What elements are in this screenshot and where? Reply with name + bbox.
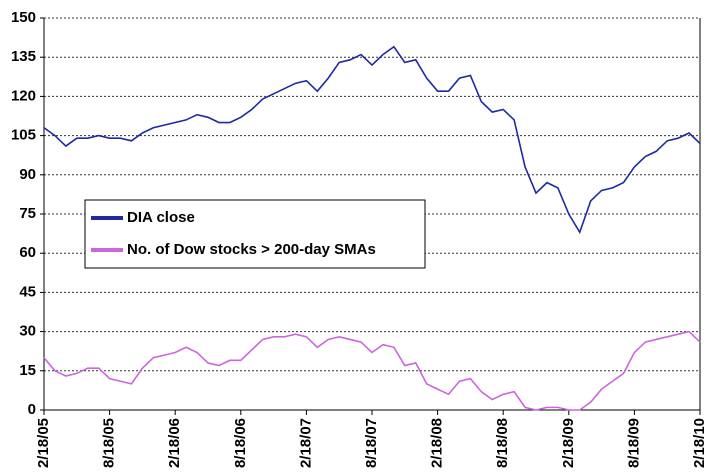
x-tick-label: 2/18/09 — [560, 418, 577, 468]
x-tick-label: 8/18/08 — [494, 418, 511, 468]
x-tick-label: 8/18/05 — [101, 418, 118, 468]
y-tick-label: 45 — [19, 283, 36, 300]
series-line — [43, 45, 701, 235]
y-tick-label: 60 — [19, 244, 36, 261]
x-tick-label: 8/18/09 — [625, 418, 642, 468]
y-tick-label: 135 — [11, 48, 36, 65]
y-tick-label: 105 — [11, 127, 36, 144]
series-line — [43, 330, 701, 411]
x-tick-label: 2/18/05 — [35, 418, 52, 468]
legend-label: DIA close — [127, 209, 195, 226]
x-tick-label: 2/18/06 — [166, 418, 183, 468]
y-tick-label: 0 — [28, 401, 36, 418]
legend-box — [84, 199, 426, 269]
x-tick-label: 2/18/10 — [691, 418, 707, 468]
y-tick-label: 90 — [19, 166, 36, 183]
x-tick-label: 2/18/07 — [297, 418, 314, 468]
y-tick-label: 150 — [11, 9, 36, 26]
y-tick-label: 75 — [19, 205, 36, 222]
x-tick-label: 8/18/06 — [232, 418, 249, 468]
y-tick-label: 120 — [11, 87, 36, 104]
legend-label: No. of Dow stocks > 200-day SMAs — [127, 241, 376, 258]
x-tick-label: 2/18/08 — [429, 418, 446, 468]
y-tick-label: 30 — [19, 323, 36, 340]
x-tick-label: 8/18/07 — [363, 418, 380, 468]
y-tick-label: 15 — [19, 362, 36, 379]
